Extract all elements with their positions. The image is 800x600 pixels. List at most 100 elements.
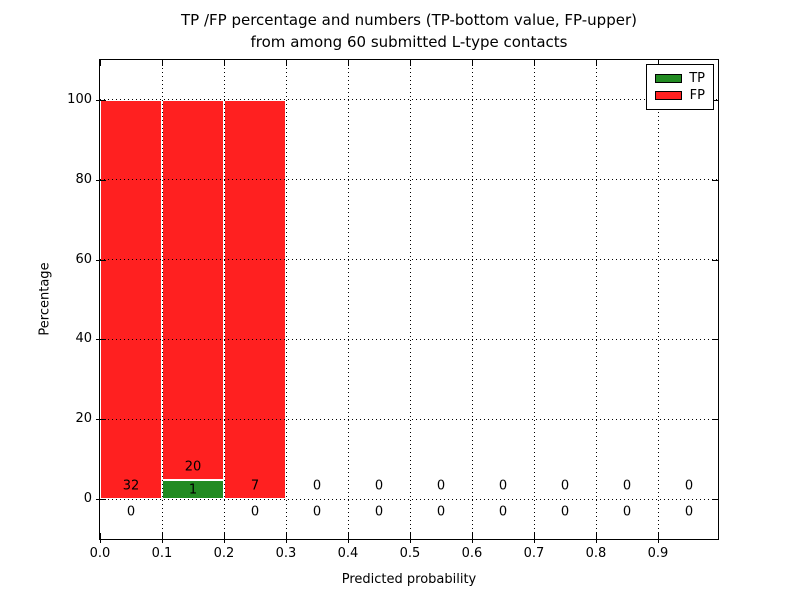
chart-title-line2: from among 60 submitted L-type contacts <box>250 33 568 51</box>
fp-legend-swatch <box>655 91 682 101</box>
x-tick-mark-top <box>472 60 473 66</box>
vertical-gridline <box>410 60 411 539</box>
vertical-gridline <box>658 60 659 539</box>
tp-count-label: 0 <box>622 504 632 520</box>
x-tick-mark-top <box>410 60 411 66</box>
fp-count-label: 0 <box>498 478 508 494</box>
tp-count-label: 0 <box>436 504 446 520</box>
x-tick-mark <box>286 533 287 543</box>
x-tick-mark <box>100 533 101 543</box>
x-tick-mark <box>596 533 597 543</box>
chart-title: TP /FP percentage and numbers (TP-bottom… <box>100 9 718 53</box>
tp-count-label: 0 <box>374 504 384 520</box>
fp-count-label: 0 <box>560 478 570 494</box>
y-tick-label: 80 <box>75 171 92 187</box>
y-tick-mark <box>96 419 106 421</box>
x-tick-label: 0.9 <box>647 546 669 561</box>
y-tick-mark <box>96 259 106 261</box>
y-tick-label: 100 <box>67 91 92 107</box>
fp-count-label: 0 <box>622 478 632 494</box>
tp-count-label: 0 <box>312 504 322 520</box>
horizontal-gridline <box>100 259 718 261</box>
fp-count-label: 20 <box>184 459 202 475</box>
fp-bar-segment <box>224 99 286 500</box>
tp-count-label: 0 <box>498 504 508 520</box>
y-tick-label: 60 <box>75 251 92 267</box>
vertical-gridline <box>286 60 287 539</box>
fp-count-label: 0 <box>374 478 384 494</box>
x-tick-mark-top <box>534 60 535 66</box>
fp-count-label: 32 <box>122 478 140 494</box>
legend: TP FP <box>646 64 714 110</box>
y-tick-label: 0 <box>83 491 92 507</box>
y-tick-mark-right <box>712 179 718 181</box>
x-tick-mark-top <box>162 60 163 66</box>
x-tick-mark-top <box>100 60 101 66</box>
y-tick-mark-right <box>712 259 718 261</box>
legend-row: TP <box>655 72 705 85</box>
fp-bar-segment <box>100 99 162 500</box>
vertical-gridline <box>534 60 535 539</box>
vertical-gridline <box>472 60 473 539</box>
y-tick-mark-right <box>712 499 718 501</box>
x-tick-mark-top <box>658 60 659 66</box>
fp-legend-label: FP <box>689 88 705 104</box>
x-tick-label: 0.7 <box>523 546 545 561</box>
x-tick-mark <box>348 533 349 543</box>
vertical-gridline <box>162 60 163 539</box>
tp-count-label: 0 <box>126 504 136 520</box>
x-tick-label: 0.8 <box>585 546 607 561</box>
x-tick-label: 0.3 <box>275 546 297 561</box>
tp-count-label: 0 <box>560 504 570 520</box>
x-tick-label: 0.2 <box>213 546 235 561</box>
horizontal-gridline <box>100 338 718 340</box>
x-tick-mark <box>658 533 659 543</box>
legend-row: FP <box>655 89 705 102</box>
x-tick-label: 0.6 <box>461 546 483 561</box>
x-tick-mark-top <box>348 60 349 66</box>
y-tick-label: 20 <box>75 411 92 427</box>
y-tick-label: 40 <box>75 331 92 347</box>
y-tick-mark <box>96 99 106 101</box>
tp-count-label: 0 <box>684 504 694 520</box>
y-tick-mark-right <box>712 339 718 341</box>
y-tick-mark <box>96 499 106 501</box>
horizontal-gridline <box>100 498 718 500</box>
vertical-gridline <box>224 60 225 539</box>
x-tick-mark <box>472 533 473 543</box>
tp-legend-swatch <box>655 73 682 83</box>
fp-count-label: 7 <box>250 478 260 494</box>
x-tick-label: 0.5 <box>399 546 421 561</box>
fp-count-label: 0 <box>312 478 322 494</box>
x-tick-mark <box>534 533 535 543</box>
tp-count-label: 0 <box>250 504 260 520</box>
horizontal-gridline <box>100 418 718 420</box>
x-tick-mark-top <box>224 60 225 66</box>
vertical-gridline <box>596 60 597 539</box>
tp-count-label: 1 <box>188 482 198 498</box>
x-tick-mark <box>162 533 163 543</box>
fp-bar-segment <box>162 99 224 481</box>
plot-area: 32 0 20 1 7 0 0 0 0 0 0 0 0 0 0 0 0 0 0 0 TP FP <box>96 59 719 543</box>
x-tick-label: 0.4 <box>337 546 359 561</box>
y-axis-label: Percentage <box>37 262 53 336</box>
y-tick-mark <box>96 339 106 341</box>
fp-count-label: 0 <box>684 478 694 494</box>
x-tick-mark-top <box>286 60 287 66</box>
y-tick-mark-right <box>712 99 718 101</box>
tp-legend-label: TP <box>689 70 705 86</box>
fp-count-label: 0 <box>436 478 446 494</box>
x-tick-label: 0.1 <box>151 546 173 561</box>
vertical-gridline <box>348 60 349 539</box>
x-tick-mark-top <box>596 60 597 66</box>
x-axis-label: Predicted probability <box>341 572 477 587</box>
chart-title-line1: TP /FP percentage and numbers (TP-bottom… <box>181 11 637 29</box>
y-tick-mark-right <box>712 419 718 421</box>
horizontal-gridline <box>100 99 718 101</box>
x-tick-mark <box>224 533 225 543</box>
x-tick-label: 0.0 <box>89 546 111 561</box>
x-tick-mark <box>410 533 411 543</box>
horizontal-gridline <box>100 179 718 181</box>
y-tick-mark <box>96 179 106 181</box>
